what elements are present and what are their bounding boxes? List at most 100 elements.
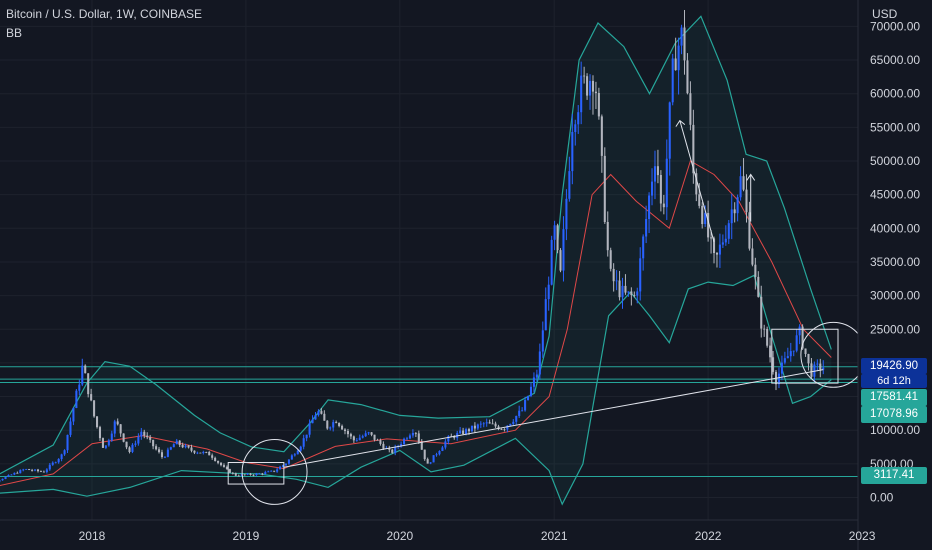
- candle-body: [692, 124, 695, 174]
- bollinger-fill: [0, 16, 832, 505]
- candle-body: [453, 436, 456, 438]
- time-axis[interactable]: 2018 2019 2020 2021 2022 2023: [79, 529, 876, 543]
- candle-body: [698, 194, 701, 206]
- time-tick-label: 2018: [79, 529, 106, 543]
- candle-body: [42, 471, 45, 473]
- candle-body: [352, 436, 355, 441]
- candle-body: [721, 242, 724, 245]
- candle-body: [178, 440, 181, 445]
- candle-body: [323, 413, 326, 421]
- candle-body: [503, 429, 506, 431]
- candle-body: [217, 461, 220, 463]
- candle-body: [125, 441, 128, 448]
- candle-body: [491, 423, 494, 425]
- candle-body: [255, 473, 258, 476]
- candle-body: [379, 440, 382, 444]
- candle-body: [367, 432, 370, 434]
- price-tick-label: 35000.00: [870, 255, 920, 269]
- candle-body: [518, 410, 521, 416]
- candle-body: [10, 474, 13, 476]
- candle-body: [388, 448, 391, 450]
- indicator-label[interactable]: BB: [6, 26, 23, 40]
- candle-body: [222, 465, 226, 467]
- candle-body: [160, 452, 164, 457]
- candle-body: [479, 423, 482, 425]
- candle-body: [87, 373, 90, 395]
- candle-body: [594, 91, 597, 94]
- candle-body: [527, 396, 530, 400]
- candle-body: [98, 427, 102, 439]
- price-tick-label: 65000.00: [870, 53, 920, 67]
- candle-body: [290, 455, 293, 460]
- symbol-title[interactable]: Bitcoin / U.S. Dollar, 1W, COINBASE: [6, 7, 203, 21]
- candle-body: [538, 351, 541, 375]
- candle-body: [689, 93, 692, 125]
- candle-body: [712, 238, 716, 253]
- candle-body: [630, 291, 633, 295]
- candle-body: [512, 421, 515, 424]
- candle-body: [252, 474, 255, 476]
- candle-body: [335, 422, 338, 423]
- currency-label[interactable]: USD: [872, 7, 898, 21]
- candle-body: [4, 476, 7, 479]
- candle-body: [733, 209, 736, 214]
- candle-body: [364, 433, 367, 437]
- candle-body: [748, 212, 751, 249]
- candle-body: [426, 459, 429, 464]
- candle-body: [243, 474, 246, 476]
- candle-body: [376, 439, 379, 441]
- candle-body: [677, 45, 680, 71]
- candle-body: [308, 423, 311, 435]
- candle-body: [205, 452, 208, 453]
- bollinger-upper: [0, 15, 832, 475]
- candle-body: [382, 443, 385, 449]
- price-axis[interactable]: 0.005000.0025000.0030000.0035000.0040000…: [870, 19, 920, 504]
- candle-body: [718, 244, 721, 255]
- candle-body: [279, 466, 282, 470]
- candle-body: [237, 475, 240, 477]
- candle-body: [547, 284, 550, 300]
- candle-body: [583, 75, 586, 77]
- candle-body: [302, 438, 305, 447]
- candle-body: [158, 449, 161, 453]
- candle-body: [214, 457, 217, 461]
- candle-body: [146, 435, 149, 438]
- candle-body: [326, 420, 329, 429]
- candle-body: [370, 432, 373, 435]
- candle-body: [258, 473, 261, 475]
- candle-body: [149, 437, 152, 440]
- candle-body: [645, 219, 648, 237]
- candle-body: [529, 386, 533, 396]
- candle-body: [246, 473, 249, 475]
- time-tick-label: 2021: [541, 529, 568, 543]
- candle-body: [270, 470, 273, 472]
- candle-body: [373, 434, 376, 440]
- candle-body: [45, 469, 48, 473]
- candle-body: [110, 433, 113, 441]
- candle-body: [665, 158, 668, 208]
- candle-body: [39, 471, 42, 472]
- bar-countdown-badge: 6d 12h: [861, 374, 927, 388]
- candle-body: [190, 447, 193, 451]
- bollinger-band-layer: [0, 15, 832, 506]
- candle-body: [432, 455, 435, 463]
- drawings-layer: [227, 119, 867, 505]
- candle-body: [763, 328, 766, 330]
- candle-body: [662, 203, 665, 208]
- candle-body: [276, 469, 279, 472]
- candle-body: [34, 469, 37, 471]
- candle-body: [181, 445, 184, 448]
- candle-body: [704, 213, 707, 224]
- candle-body: [231, 472, 234, 474]
- candle-body: [240, 474, 243, 476]
- candle-body: [807, 354, 810, 364]
- candle-body: [783, 358, 786, 363]
- candle-body: [193, 450, 196, 453]
- candle-body: [476, 424, 479, 429]
- candle-body: [329, 427, 332, 429]
- candle-body: [22, 469, 25, 471]
- grid-layer: [0, 0, 863, 520]
- candle-body: [609, 250, 612, 269]
- candle-body: [28, 469, 31, 470]
